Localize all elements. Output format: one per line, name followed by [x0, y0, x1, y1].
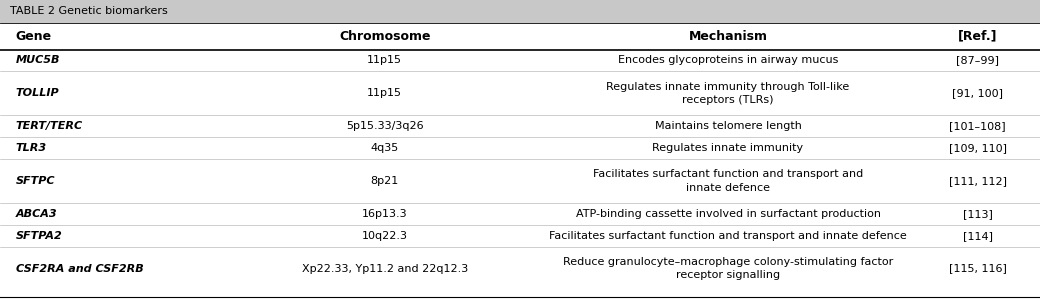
Text: 16p13.3: 16p13.3: [362, 209, 408, 219]
Text: [91, 100]: [91, 100]: [952, 88, 1004, 98]
Text: Facilitates surfactant function and transport and
innate defence: Facilitates surfactant function and tran…: [593, 169, 863, 193]
Text: 10q22.3: 10q22.3: [362, 231, 408, 241]
Text: SFTPC: SFTPC: [16, 176, 55, 186]
Text: Regulates innate immunity through Toll-like
receptors (TLRs): Regulates innate immunity through Toll-l…: [606, 82, 850, 105]
Text: Gene: Gene: [16, 29, 52, 43]
Text: [115, 116]: [115, 116]: [948, 263, 1007, 274]
Text: 4q35: 4q35: [370, 143, 399, 153]
Text: Maintains telomere length: Maintains telomere length: [654, 121, 802, 131]
Text: [87–99]: [87–99]: [956, 56, 999, 65]
Text: Xp22.33, Yp11.2 and 22q12.3: Xp22.33, Yp11.2 and 22q12.3: [302, 263, 468, 274]
FancyBboxPatch shape: [0, 0, 1040, 22]
Text: Encodes glycoproteins in airway mucus: Encodes glycoproteins in airway mucus: [618, 56, 838, 65]
Text: CSF2RA and CSF2RB: CSF2RA and CSF2RB: [16, 263, 144, 274]
Text: TABLE 2 Genetic biomarkers: TABLE 2 Genetic biomarkers: [10, 6, 168, 16]
Text: Chromosome: Chromosome: [339, 29, 431, 43]
Text: [111, 112]: [111, 112]: [948, 176, 1007, 186]
Text: 8p21: 8p21: [370, 176, 399, 186]
Text: ABCA3: ABCA3: [16, 209, 57, 219]
Text: Mechanism: Mechanism: [688, 29, 768, 43]
Text: [101–108]: [101–108]: [950, 121, 1006, 131]
Text: MUC5B: MUC5B: [16, 56, 60, 65]
Text: TOLLIP: TOLLIP: [16, 88, 59, 98]
Text: ATP-binding cassette involved in surfactant production: ATP-binding cassette involved in surfact…: [575, 209, 881, 219]
Text: 11p15: 11p15: [367, 56, 402, 65]
Text: Regulates innate immunity: Regulates innate immunity: [652, 143, 804, 153]
Text: [114]: [114]: [963, 231, 992, 241]
Text: [109, 110]: [109, 110]: [948, 143, 1007, 153]
Text: SFTPA2: SFTPA2: [16, 231, 62, 241]
Text: 11p15: 11p15: [367, 88, 402, 98]
Text: 5p15.33/3q26: 5p15.33/3q26: [346, 121, 423, 131]
Text: TLR3: TLR3: [16, 143, 47, 153]
Text: [Ref.]: [Ref.]: [958, 29, 997, 43]
Text: TERT/TERC: TERT/TERC: [16, 121, 83, 131]
Text: Facilitates surfactant function and transport and innate defence: Facilitates surfactant function and tran…: [549, 231, 907, 241]
Text: Reduce granulocyte–macrophage colony-stimulating factor
receptor signalling: Reduce granulocyte–macrophage colony-sti…: [563, 257, 893, 280]
Text: [113]: [113]: [963, 209, 992, 219]
